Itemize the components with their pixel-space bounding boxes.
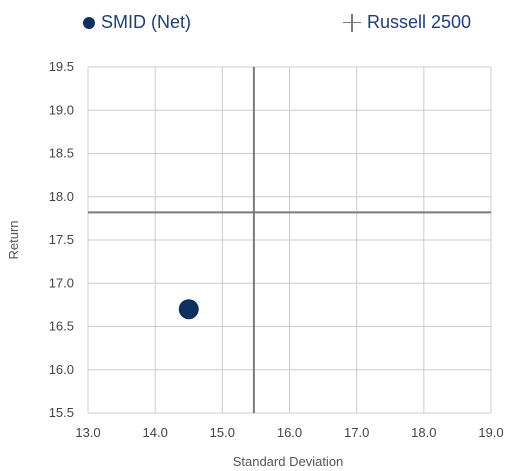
- legend-dot-marker: [83, 16, 95, 29]
- x-tick-label: 14.0: [143, 425, 168, 440]
- tick-labels: 13.0 14.0 15.0 16.0 17.0 18.0 19.0 15.5 16.0 16.5…: [49, 59, 504, 440]
- y-tick-label: 18.5: [49, 146, 74, 161]
- legend-crosshair-marker: [343, 13, 361, 32]
- y-tick-label: 17.0: [49, 275, 74, 290]
- legend-item-russell: Russell 2500: [343, 12, 471, 33]
- y-tick-label: 19.0: [49, 102, 74, 117]
- y-tick-label: 16.5: [49, 319, 74, 334]
- grid: [87, 66, 492, 414]
- y-tick-label: 16.0: [49, 362, 74, 377]
- x-axis-label: Standard Deviation: [233, 454, 344, 469]
- y-tick-label: 17.5: [49, 232, 74, 247]
- legend-label-smid: SMID (Net): [101, 12, 191, 32]
- legend-label-russell: Russell 2500: [367, 12, 472, 32]
- y-axis-label: Return: [6, 220, 21, 259]
- y-tick-label: 18.0: [49, 189, 74, 204]
- legend-item-smid: SMID (Net): [83, 12, 191, 33]
- x-tick-label: 19.0: [478, 425, 503, 440]
- x-tick-label: 13.0: [75, 425, 100, 440]
- data-point-smid: [178, 299, 199, 320]
- data-marks: [88, 67, 491, 413]
- y-tick-label: 15.5: [49, 405, 74, 420]
- x-tick-label: 17.0: [344, 425, 369, 440]
- x-tick-label: 18.0: [411, 425, 436, 440]
- y-tick-label: 19.5: [49, 59, 74, 74]
- x-tick-label: 15.0: [210, 425, 235, 440]
- x-tick-label: 16.0: [277, 425, 302, 440]
